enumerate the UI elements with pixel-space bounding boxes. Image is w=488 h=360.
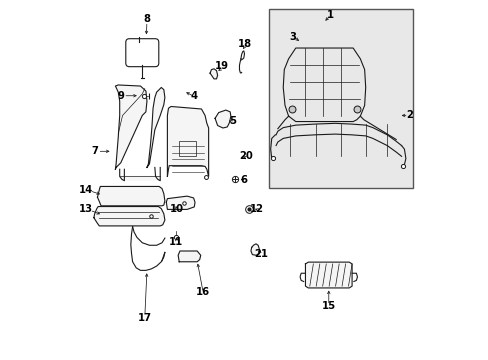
Text: 9: 9 — [117, 91, 124, 101]
Text: 16: 16 — [196, 287, 210, 297]
Text: 3: 3 — [289, 32, 296, 41]
Polygon shape — [178, 251, 201, 262]
Text: 19: 19 — [215, 61, 229, 71]
Polygon shape — [215, 110, 230, 128]
Text: 13: 13 — [79, 204, 93, 215]
Polygon shape — [166, 196, 195, 210]
Text: 6: 6 — [240, 175, 247, 185]
Text: 11: 11 — [169, 237, 183, 247]
Polygon shape — [147, 87, 164, 167]
Polygon shape — [250, 244, 259, 255]
Polygon shape — [305, 262, 351, 288]
Text: 5: 5 — [229, 116, 236, 126]
Polygon shape — [120, 176, 160, 180]
Text: 2: 2 — [405, 111, 412, 121]
Text: 20: 20 — [239, 150, 253, 161]
Text: 12: 12 — [249, 204, 264, 215]
Polygon shape — [94, 207, 164, 226]
Text: 10: 10 — [169, 204, 183, 215]
Text: 18: 18 — [238, 39, 252, 49]
Polygon shape — [210, 69, 217, 79]
Bar — [268, 9, 412, 188]
Polygon shape — [97, 186, 164, 206]
Text: 17: 17 — [138, 313, 151, 323]
Text: 8: 8 — [143, 14, 150, 24]
Text: 4: 4 — [190, 91, 198, 101]
Text: 21: 21 — [254, 248, 268, 258]
Text: 15: 15 — [321, 301, 335, 311]
Bar — [179, 141, 196, 156]
Text: 1: 1 — [326, 10, 333, 20]
Polygon shape — [115, 85, 147, 169]
Text: 7: 7 — [91, 146, 98, 156]
Polygon shape — [167, 107, 208, 176]
Text: 14: 14 — [79, 185, 93, 195]
FancyBboxPatch shape — [125, 39, 159, 67]
